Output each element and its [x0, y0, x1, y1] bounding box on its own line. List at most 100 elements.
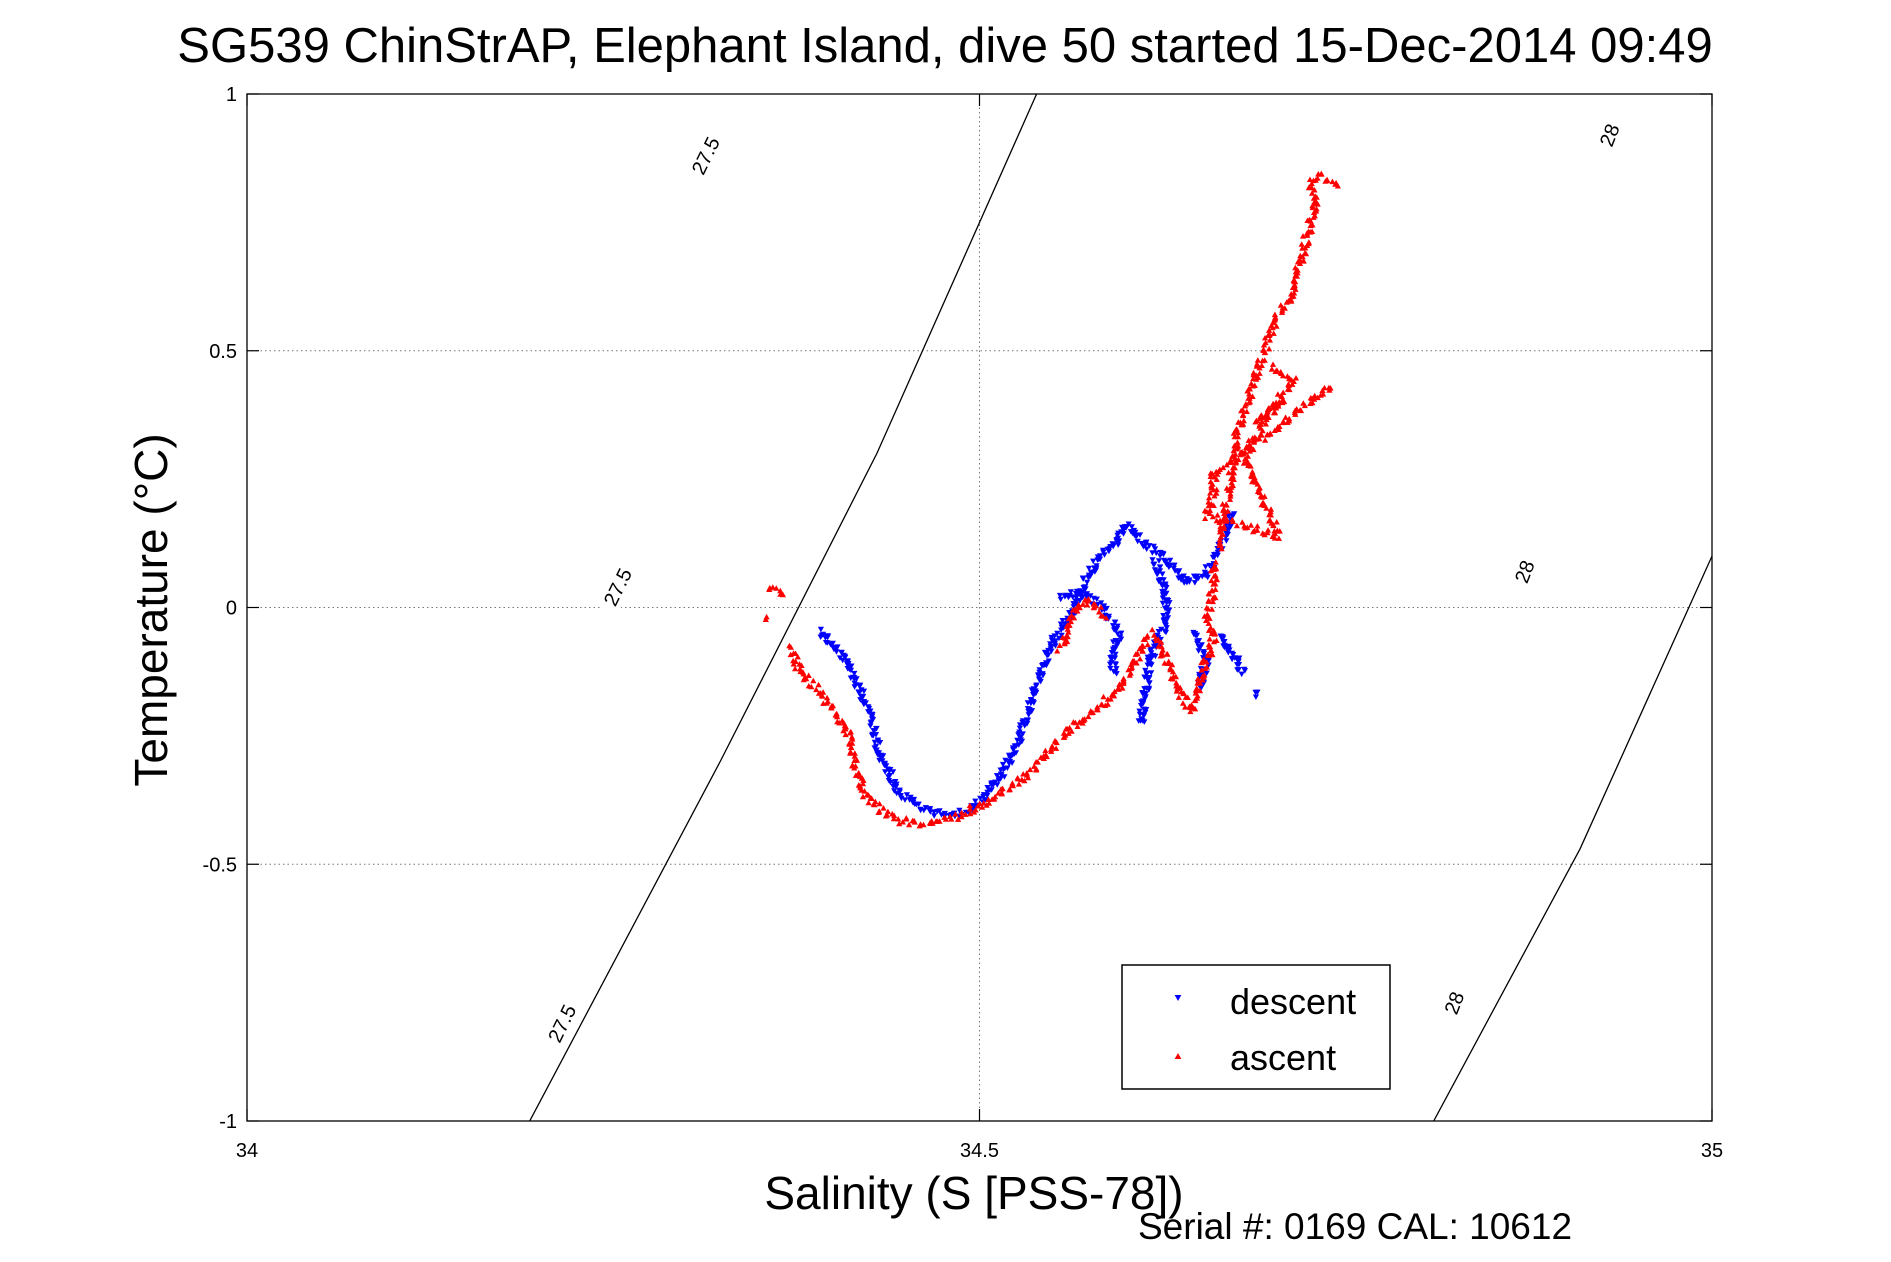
ascent-point [1244, 453, 1252, 459]
descent-point [1149, 550, 1156, 556]
descent-point [1112, 669, 1119, 675]
ascent-point [991, 793, 999, 800]
descent-point [1195, 648, 1202, 654]
descent-point [1156, 564, 1164, 571]
descent-point [1024, 700, 1031, 706]
descent-point [889, 769, 897, 775]
x-axis-label: Salinity (S [PSS-78]) [764, 1167, 1183, 1219]
descent-point [1160, 612, 1167, 619]
descent-point [1108, 656, 1115, 663]
ascent-point [1216, 528, 1224, 535]
descent-point [1042, 660, 1050, 666]
descent-point [1228, 650, 1236, 657]
grid-layer [247, 94, 1712, 1121]
ascent-point [813, 686, 820, 693]
ascent-point [842, 731, 849, 738]
ascent-point [1306, 176, 1314, 182]
descent-point [876, 739, 884, 746]
descent-point [839, 657, 846, 664]
legend-ascent-marker [1174, 1052, 1182, 1059]
ascent-point [852, 772, 860, 778]
ascent-point [1329, 178, 1336, 185]
ascent-point [1059, 634, 1066, 641]
descent-point [1052, 638, 1059, 644]
ascent-point [1264, 408, 1271, 415]
descent-point [1024, 717, 1031, 724]
descent-point [1144, 657, 1151, 664]
ascent-point [1293, 273, 1301, 279]
ascent-point [1311, 198, 1318, 205]
descent-point [851, 680, 858, 687]
ascent-point [1245, 385, 1252, 392]
descent-point [996, 775, 1003, 782]
descent-point [1112, 661, 1120, 668]
ascent-point [1310, 209, 1318, 215]
ascent-point [1308, 190, 1316, 196]
ascent-point [1223, 515, 1230, 522]
descent-point [992, 779, 999, 786]
ascent-point [1273, 518, 1280, 525]
ascent-point [1104, 701, 1111, 707]
ascent-point [1257, 421, 1264, 427]
descent-point [1226, 647, 1233, 653]
descent-point [1200, 650, 1207, 657]
ascent-point [1235, 419, 1242, 425]
ascent-point [1240, 417, 1247, 424]
ascent-point [1085, 713, 1092, 720]
ascent-point [1026, 766, 1034, 773]
ascent-point [998, 789, 1005, 796]
ascent-point [972, 806, 979, 813]
descent-point [1236, 655, 1243, 662]
ascent-point [1264, 529, 1271, 536]
descent-point [892, 778, 899, 785]
ascent-point [1294, 267, 1301, 273]
descent-point [1190, 629, 1197, 636]
descent-point [1097, 600, 1105, 606]
ascent-point [1184, 694, 1191, 701]
ascent-point [1181, 704, 1189, 710]
legend-ascent-label: ascent [1230, 1037, 1336, 1078]
ascent-point [883, 811, 891, 818]
ascent-point [762, 616, 769, 623]
ascent-point [787, 644, 795, 650]
descent-point [871, 739, 878, 746]
descent-point [998, 772, 1005, 778]
descent-point [1081, 585, 1088, 591]
ascent-point [1246, 441, 1253, 448]
descent-point [1074, 592, 1081, 598]
descent-point [1054, 630, 1061, 637]
ascent-point [1018, 776, 1025, 783]
descent-point [1154, 632, 1161, 639]
descent-point [1193, 632, 1201, 639]
ascent-point [1031, 763, 1038, 769]
descent-point [1161, 628, 1168, 635]
descent-point [1018, 738, 1026, 745]
descent-point [1198, 642, 1205, 648]
ascent-point [976, 800, 983, 807]
descent-point [1093, 596, 1100, 603]
ascent-point [1263, 505, 1270, 511]
legend-descent-label: descent [1230, 981, 1356, 1022]
ascent-point [1099, 613, 1107, 619]
ascent-point [1261, 357, 1268, 363]
isopycnal-label-bg [683, 126, 728, 185]
ascent-point [1208, 577, 1215, 584]
ascent-point [1205, 597, 1212, 604]
ascent-point [1230, 430, 1237, 436]
descent-point [867, 720, 875, 727]
ascent-point [1251, 434, 1258, 440]
ascent-point [1250, 375, 1257, 382]
descent-point [926, 806, 934, 812]
descent-point [980, 793, 987, 800]
ascent-point [1311, 392, 1318, 399]
ascent-point [1283, 299, 1290, 305]
descent-point [1112, 619, 1119, 626]
descent-point [1146, 543, 1153, 549]
ascent-point [1233, 522, 1241, 529]
ascent-point [833, 710, 840, 717]
descent-point [1238, 671, 1245, 678]
descent-point [1087, 593, 1094, 599]
descent-point [1171, 568, 1179, 574]
ascent-point [1193, 685, 1200, 691]
descent-point [853, 676, 860, 682]
